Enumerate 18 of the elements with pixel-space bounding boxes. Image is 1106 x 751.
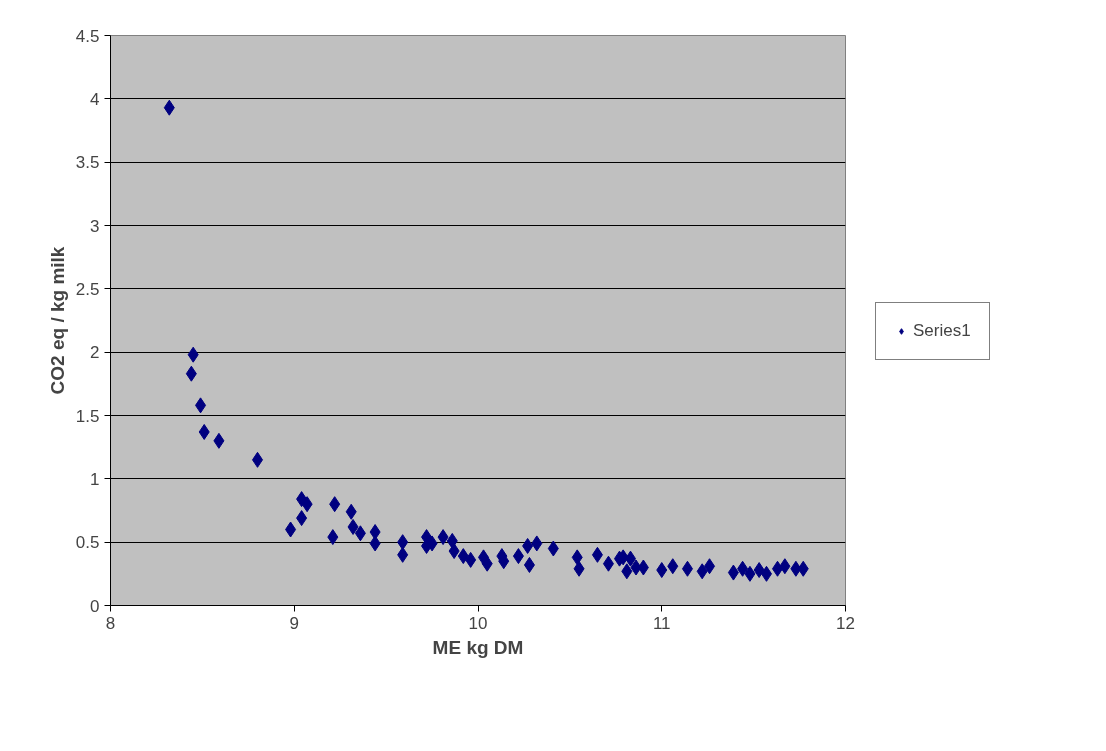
y-tick-label: 3.5 xyxy=(75,153,100,173)
x-tick-label: 8 xyxy=(105,613,116,633)
x-tick-label: 11 xyxy=(652,613,671,633)
y-tick-label: 1 xyxy=(90,469,100,489)
legend-label: Series1 xyxy=(913,321,971,341)
x-tick-label: 12 xyxy=(836,613,855,633)
y-tick-label: 1.5 xyxy=(75,406,100,426)
y-tick-label: 4 xyxy=(90,89,100,109)
y-tick-label: 3 xyxy=(90,216,100,236)
y-tick-label: 0 xyxy=(90,596,100,616)
x-tick-label: 9 xyxy=(289,613,299,633)
y-tick-label: 2.5 xyxy=(75,279,100,299)
y-axis-title: CO2 eq / kg milk xyxy=(46,246,68,395)
y-tick-label: 4.5 xyxy=(75,26,100,46)
x-tick-label: 10 xyxy=(468,613,488,633)
y-tick-label: 2 xyxy=(90,343,100,363)
x-axis-title: ME kg DM xyxy=(432,636,524,658)
y-tick-label: 0.5 xyxy=(75,533,100,553)
